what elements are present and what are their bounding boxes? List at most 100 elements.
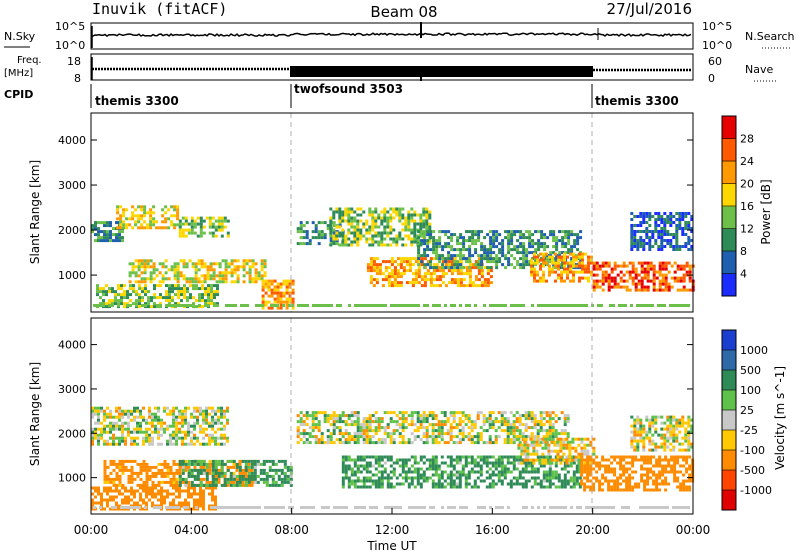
velocity-echo-cell [526, 455, 530, 459]
velocity-echo-cell [106, 430, 109, 434]
velocity-echo-cell [470, 441, 474, 445]
power-echo-cell [646, 264, 650, 268]
velocity-echo-cell [545, 470, 549, 474]
power-echo-cell [103, 230, 106, 234]
velocity-echo-cell [497, 435, 501, 439]
velocity-echo-cell [419, 426, 423, 430]
velocity-echo-cell [100, 492, 103, 496]
velocity-echo-cell [148, 409, 151, 413]
power-echo-cell [672, 221, 676, 224]
velocity-echo-cell [235, 474, 239, 478]
power-echo-cell [595, 267, 599, 271]
power-echo-cell [654, 242, 658, 245]
velocity-echo-cell [208, 471, 212, 475]
velocity-echo-cell [238, 465, 242, 469]
velocity-echo-cell [280, 483, 284, 487]
velocity-echo-cell [347, 458, 351, 462]
velocity-echo-cell [193, 483, 197, 487]
velocity-echo-cell [545, 411, 549, 415]
velocity-echo-cell [199, 498, 202, 502]
velocity-echo-cell [404, 464, 408, 468]
velocity-echo-cell [91, 492, 94, 496]
velocity-echo-cell [467, 426, 471, 430]
velocity-echo-cell [401, 467, 405, 471]
velocity-echo-cell [214, 421, 217, 425]
power-echo-cell [393, 260, 397, 264]
power-echo-cell [263, 259, 267, 263]
power-echo-cell [221, 274, 225, 278]
power-echo-cell [575, 264, 578, 268]
power-echo-cell [578, 279, 581, 283]
velocity-echo-cell [524, 455, 528, 459]
power-echo-cell [570, 257, 574, 261]
power-echo-cell [116, 208, 120, 212]
power-echo-cell [131, 217, 135, 221]
power-echo-cell [519, 236, 523, 240]
colorbar-swatch [722, 273, 736, 297]
power-echo-cell [607, 288, 611, 292]
power-echo-cell [572, 264, 575, 268]
velocity-echo-cell [607, 464, 611, 468]
velocity-echo-cell [220, 468, 224, 472]
power-echo-cell [404, 228, 408, 232]
power-echo-cell [636, 239, 640, 242]
power-echo-cell [248, 271, 252, 275]
power-echo-cell [125, 223, 129, 227]
power-echo-cell [663, 304, 666, 307]
power-echo-cell [195, 287, 198, 291]
power-echo-cell [595, 261, 599, 265]
velocity-echo-cell [425, 476, 429, 480]
power-echo-cell [196, 216, 200, 220]
velocity-echo-cell [407, 470, 411, 474]
power-echo-cell [190, 216, 194, 220]
velocity-echo-cell [571, 440, 575, 444]
velocity-echo-cell [145, 477, 149, 481]
velocity-echo-cell [314, 417, 318, 421]
power-echo-cell [146, 226, 150, 230]
power-echo-cell [407, 219, 411, 223]
velocity-echo-cell [544, 440, 548, 444]
power-echo-cell [386, 216, 390, 220]
velocity-echo-cell [145, 489, 148, 493]
power-echo-cell [192, 302, 195, 306]
velocity-echo-cell [506, 429, 510, 433]
power-echo-cell [288, 279, 292, 283]
power-echo-cell [661, 261, 665, 265]
power-echo-cell [684, 242, 688, 245]
power-echo-cell [507, 248, 511, 252]
power-echo-cell [128, 217, 132, 221]
velocity-echo-cell [512, 423, 516, 427]
velocity-echo-cell [133, 471, 137, 475]
power-echo-cell [495, 236, 499, 240]
velocity-echo-cell [380, 458, 384, 462]
velocity-echo-cell [199, 442, 202, 446]
velocity-echo-cell [166, 495, 169, 499]
power-echo-cell [201, 287, 204, 291]
velocity-echo-cell [437, 432, 441, 436]
power-echo-cell [216, 287, 219, 291]
power-echo-cell [132, 287, 135, 291]
velocity-echo-cell [575, 476, 579, 480]
velocity-echo-cell [517, 443, 521, 447]
velocity-echo-cell [518, 417, 522, 421]
velocity-echo-cell [586, 467, 590, 471]
power-echo-cell [201, 299, 204, 303]
power-echo-cell [233, 268, 237, 272]
velocity-echo-cell [374, 441, 378, 445]
velocity-echo-cell [520, 461, 524, 465]
velocity-echo-cell [157, 430, 160, 434]
velocity-echo-cell [308, 414, 312, 418]
velocity-echo-cell [359, 423, 363, 427]
power-echo-cell [489, 304, 492, 307]
velocity-echo-cell [589, 455, 593, 459]
power-echo-cell [510, 236, 514, 240]
power-echo-cell [398, 231, 402, 235]
velocity-echo-cell [124, 486, 127, 490]
power-echo-cell [137, 280, 141, 284]
power-echo-cell [563, 255, 566, 259]
velocity-echo-cell [160, 501, 163, 505]
power-echo-cell [102, 299, 105, 303]
velocity-echo-cell [589, 479, 593, 483]
power-echo-cell [450, 239, 454, 243]
velocity-echo-cell [452, 473, 456, 477]
